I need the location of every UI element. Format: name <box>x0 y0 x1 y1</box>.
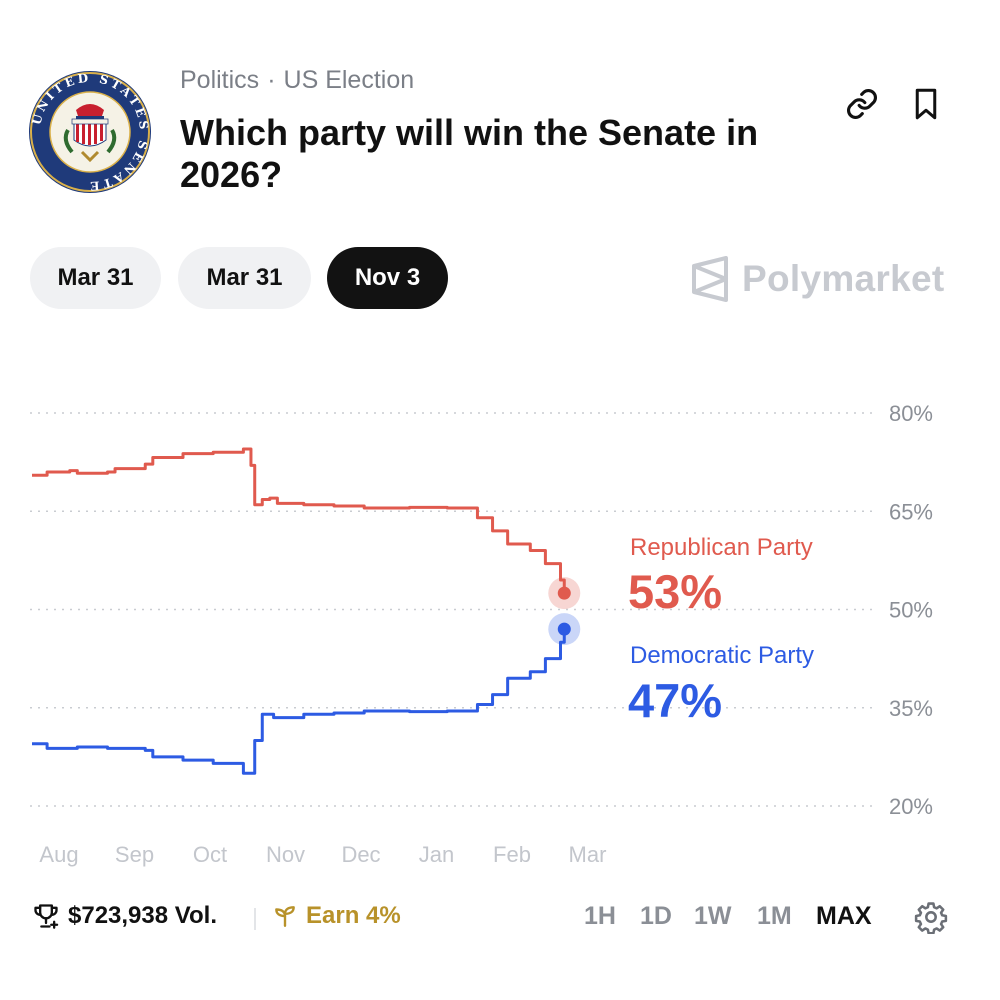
price-chart: 80% 65% 50% 35% 20% Aug Sep Oct Nov Dec Jan Feb Mar R… <box>30 401 933 867</box>
bookmark-button[interactable] <box>906 84 946 124</box>
y-tick-label: 35% <box>889 696 933 721</box>
range-1m[interactable]: 1M <box>757 902 792 930</box>
y-tick-label: 80% <box>889 401 933 426</box>
link-icon <box>847 89 877 119</box>
date-tab-1[interactable]: Mar 31 <box>30 247 161 309</box>
series-percent-label: 53% <box>628 565 722 618</box>
date-tab-2[interactable]: Mar 31 <box>178 247 311 309</box>
earn-text: Earn 4% <box>306 902 401 929</box>
y-tick-label: 20% <box>889 794 933 819</box>
range-1d[interactable]: 1D <box>640 902 672 930</box>
polymarket-logo-icon <box>692 256 728 302</box>
x-tick-label: Oct <box>193 842 227 867</box>
copy-link-button[interactable] <box>842 84 882 124</box>
breadcrumb: Politics · US Election <box>180 66 414 95</box>
volume-text: $723,938 Vol. <box>68 902 217 929</box>
series-percent-label: 47% <box>628 674 722 727</box>
breadcrumb-us-election[interactable]: US Election <box>283 66 415 94</box>
x-tick-label: Aug <box>39 842 78 867</box>
bookmark-icon <box>915 88 937 120</box>
series-end-dot <box>557 586 571 600</box>
y-tick-label: 50% <box>889 598 933 623</box>
polymarket-brand: Polymarket <box>690 254 945 304</box>
series-name-label: Republican Party <box>630 534 813 561</box>
series-name-label: Democratic Party <box>630 642 814 669</box>
range-1w[interactable]: 1W <box>694 902 732 930</box>
range-1h[interactable]: 1H <box>584 902 616 930</box>
gear-icon[interactable] <box>914 900 948 934</box>
x-tick-label: Sep <box>115 842 154 867</box>
breadcrumb-politics[interactable]: Politics <box>180 66 260 94</box>
earn-button[interactable]: Earn 4% <box>272 902 401 930</box>
senate-seal-logo: UNITED STATES SENATE <box>29 71 151 193</box>
trophy-icon <box>34 904 59 929</box>
market-footer: $723,938 Vol. Earn 4% 1H 1D 1W 1M MAX <box>0 892 1000 944</box>
range-max[interactable]: MAX <box>816 902 872 930</box>
sprout-icon <box>275 906 295 927</box>
x-tick-label: Dec <box>341 842 380 867</box>
brand-name: Polymarket <box>742 258 945 299</box>
volume-stat: $723,938 Vol. <box>32 902 217 930</box>
series-line-democratic <box>32 629 566 775</box>
breadcrumb-separator: · <box>267 66 276 94</box>
series-end-dot <box>557 622 571 636</box>
y-tick-label: 65% <box>889 499 933 524</box>
x-tick-label: Feb <box>493 842 531 867</box>
date-tab-3[interactable]: Nov 3 <box>327 247 448 309</box>
x-tick-label: Nov <box>266 842 305 867</box>
page-title: Which party will win the Senate in 2026? <box>180 112 759 195</box>
series-line-republican <box>32 447 566 594</box>
x-tick-label: Jan <box>419 842 454 867</box>
footer-divider <box>254 908 256 930</box>
x-tick-label: Mar <box>569 842 607 867</box>
